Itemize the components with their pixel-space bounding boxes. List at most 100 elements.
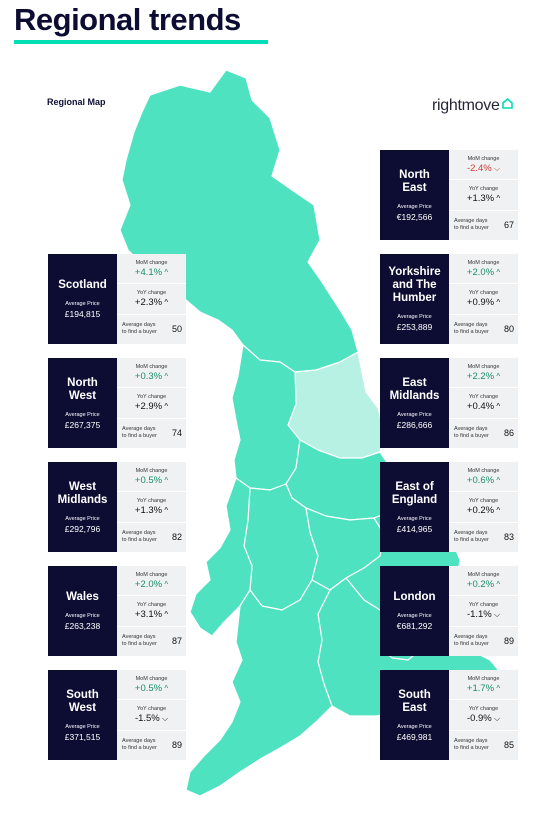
- arrow-up-icon: ^: [162, 505, 169, 515]
- region-name: Yorkshire and The Humber: [388, 266, 441, 304]
- region-card-east-midlands: East Midlands Average Price £286,666 MoM …: [380, 358, 518, 448]
- average-price-value: £414,965: [396, 523, 433, 534]
- average-price-label: Average Price: [397, 515, 432, 522]
- days-stat: Average days to find a buyer 82: [117, 522, 186, 552]
- average-price-value: £194,815: [64, 309, 101, 319]
- map-label: Regional Map: [47, 97, 106, 107]
- region-name: West Midlands: [57, 480, 108, 506]
- region-name: London: [393, 591, 436, 603]
- region-header: Scotland Average Price £194,815: [48, 254, 117, 344]
- yoy-value: +1.3% ^: [134, 504, 169, 516]
- yoy-value: +3.1% ^: [134, 608, 169, 620]
- average-price-value: €681,292: [396, 621, 433, 631]
- region-name: East Midlands: [389, 376, 440, 402]
- arrow-up-icon: ^: [162, 475, 169, 485]
- mom-stat: MoM change +2.0% ^: [117, 566, 186, 597]
- mom-value: +2.0% ^: [466, 266, 501, 278]
- days-stat: Average days to find a buyer 80: [449, 314, 518, 344]
- arrow-down-icon: ⌵: [491, 609, 501, 619]
- mom-stat: MoM change +2.0% ^: [449, 254, 518, 285]
- mom-value: +1.7% ^: [466, 682, 501, 694]
- region-stats: MoM change +0.5% ^ YoY change -1.5% ⌵ Aver…: [117, 670, 186, 760]
- average-price-value: £253,889: [396, 322, 433, 332]
- yoy-value: +2.3% ^: [134, 296, 169, 308]
- yoy-stat: YoY change -1.5% ⌵: [117, 700, 186, 731]
- days-stat: Average days to find a buyer 74: [117, 418, 186, 448]
- region-card-wales: Wales Average Price £263,238 MoM change +…: [48, 566, 186, 656]
- days-stat: Average days to find a buyer 50: [117, 314, 186, 344]
- mom-stat: MoM change -2.4% ⌵: [449, 150, 518, 181]
- rightmove-logo: rightmove: [432, 97, 513, 115]
- average-price-label: Average Price: [397, 203, 432, 210]
- yoy-stat: YoY change +0.9% ^: [449, 284, 518, 315]
- yoy-stat: YoY change -1.1% ⌵: [449, 596, 518, 627]
- days-value: 67: [503, 220, 514, 231]
- brand-text: rightmove: [432, 97, 500, 114]
- region-stats: MoM change +4.1% ^ YoY change +2.3% ^ Aver…: [117, 254, 186, 344]
- region-name: Scotland: [58, 279, 107, 291]
- yoy-value: +0.4% ^: [466, 400, 501, 412]
- region-card-south-east: South East Average Price £469,981 MoM cha…: [380, 670, 518, 760]
- region-header: London Average Price €681,292: [380, 566, 449, 656]
- title-underline: [14, 40, 268, 44]
- region-stats: MoM change -2.4% ⌵ YoY change +1.3% ^ Aver…: [449, 150, 518, 240]
- days-stat: Average days to find a buyer 85: [449, 730, 518, 760]
- days-stat: Average days to find a buyer 89: [449, 626, 518, 656]
- region-header: North East Average Price €192,566: [380, 150, 449, 240]
- mom-value: +0.2% ^: [466, 578, 501, 590]
- mom-value: +0.6% ^: [466, 474, 501, 486]
- mom-value: +0.5% ^: [134, 682, 169, 694]
- arrow-up-icon: ^: [162, 267, 169, 277]
- arrow-up-icon: ^: [162, 401, 169, 411]
- arrow-down-icon: ⌵: [491, 163, 501, 173]
- mom-stat: MoM change +2.2% ^: [449, 358, 518, 389]
- average-price-label: Average Price: [65, 613, 100, 619]
- yoy-stat: YoY change +2.9% ^: [117, 388, 186, 419]
- region-stats: MoM change +0.2% ^ YoY change -1.1% ⌵ Aver…: [449, 566, 518, 656]
- region-name: Wales: [66, 591, 99, 603]
- map-region-wales: [189, 477, 253, 637]
- yoy-stat: YoY change +1.3% ^: [449, 180, 518, 211]
- arrow-up-icon: ^: [494, 193, 501, 203]
- days-value: 80: [503, 324, 514, 335]
- region-card-west-midlands: West Midlands Average Price £292,796 MoM …: [48, 462, 186, 552]
- average-price-value: £263,238: [64, 621, 101, 631]
- region-header: Wales Average Price £263,238: [48, 566, 117, 656]
- region-header: West Midlands Average Price £292,796: [48, 462, 117, 552]
- region-stats: MoM change +0.6% ^ YoY change +0.2% ^ Aver…: [449, 462, 518, 552]
- yoy-stat: YoY change -0.9% ⌵: [449, 700, 518, 731]
- yoy-stat: YoY change +0.2% ^: [449, 492, 518, 523]
- average-price-label: Average Price: [65, 411, 100, 418]
- mom-stat: MoM change +0.2% ^: [449, 566, 518, 597]
- map-region-south-west: [185, 579, 333, 797]
- region-card-north-west: North West Average Price £267,375 MoM cha…: [48, 358, 186, 448]
- average-price-label: Average Price: [397, 613, 432, 619]
- region-header: South East Average Price £469,981: [380, 670, 449, 760]
- region-stats: MoM change +2.2% ^ YoY change +0.4% ^ Aver…: [449, 358, 518, 448]
- mom-stat: MoM change +1.7% ^: [449, 670, 518, 701]
- arrow-up-icon: ^: [162, 579, 169, 589]
- average-price-label: Average Price: [397, 411, 432, 418]
- mom-value: +4.1% ^: [134, 266, 169, 278]
- days-value: 87: [171, 636, 182, 647]
- days-value: 89: [503, 636, 514, 647]
- days-value: 50: [171, 324, 182, 335]
- arrow-up-icon: ^: [494, 297, 501, 307]
- region-header: East Midlands Average Price £286,666: [380, 358, 449, 448]
- arrow-up-icon: ^: [494, 401, 501, 411]
- region-header: Yorkshire and The Humber Average Price £25…: [380, 254, 449, 344]
- arrow-up-icon: ^: [494, 475, 501, 485]
- region-header: South West Average Price £371,515: [48, 670, 117, 760]
- arrow-up-icon: ^: [162, 371, 169, 381]
- mom-stat: MoM change +0.6% ^: [449, 462, 518, 493]
- region-name: South West: [66, 688, 99, 714]
- days-stat: Average days to find a buyer 87: [117, 626, 186, 656]
- days-value: 89: [171, 740, 182, 751]
- arrow-up-icon: ^: [162, 683, 169, 693]
- days-stat: Average days to find a buyer 83: [449, 522, 518, 552]
- region-stats: MoM change +0.3% ^ YoY change +2.9% ^ Aver…: [117, 358, 186, 448]
- yoy-value: +0.2% ^: [466, 504, 501, 516]
- average-price-label: Average Price: [65, 723, 100, 730]
- region-card-yorkshire: Yorkshire and The Humber Average Price £25…: [380, 254, 518, 344]
- mom-stat: MoM change +0.3% ^: [117, 358, 186, 389]
